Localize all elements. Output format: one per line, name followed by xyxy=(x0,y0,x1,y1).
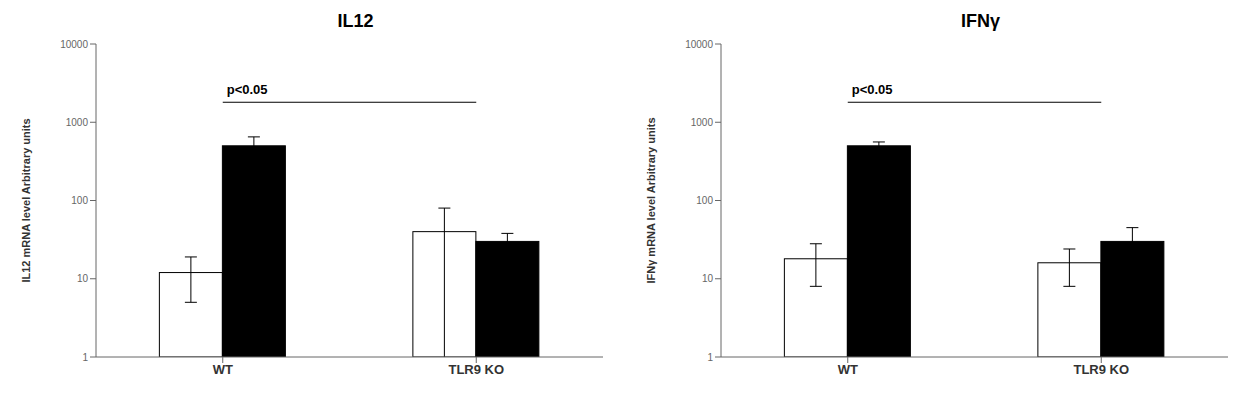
html-text:IFNγ: IFNγ xyxy=(961,11,1000,31)
svg-text:1: 1 xyxy=(707,352,713,363)
svg-text:TLR9 KO: TLR9 KO xyxy=(448,362,504,377)
svg-text:WT: WT xyxy=(213,362,233,377)
svg-text:IL12 mRNA level Arbitrary unit: IL12 mRNA level Arbitrary units xyxy=(20,118,32,282)
html-text:IL12: IL12 xyxy=(337,11,374,31)
svg-text:100: 100 xyxy=(71,195,88,206)
svg-text:10000: 10000 xyxy=(60,39,88,50)
svg-text:10000: 10000 xyxy=(685,39,713,50)
svg-text:10: 10 xyxy=(702,273,714,284)
svg-text:10: 10 xyxy=(77,273,89,284)
svg-text:1: 1 xyxy=(82,352,88,363)
svg-text:p<0.05: p<0.05 xyxy=(227,82,268,97)
svg-text:IFNγ mRNA level Arbitrary unit: IFNγ mRNA level Arbitrary units xyxy=(645,117,657,283)
svg-text:WT: WT xyxy=(838,362,858,377)
svg-text:TLR9 KO: TLR9 KO xyxy=(1073,362,1129,377)
svg-text:1000: 1000 xyxy=(691,117,714,128)
svg-text:100: 100 xyxy=(696,195,713,206)
svg-text:p<0.05: p<0.05 xyxy=(852,82,893,97)
svg-text:1000: 1000 xyxy=(66,117,89,128)
